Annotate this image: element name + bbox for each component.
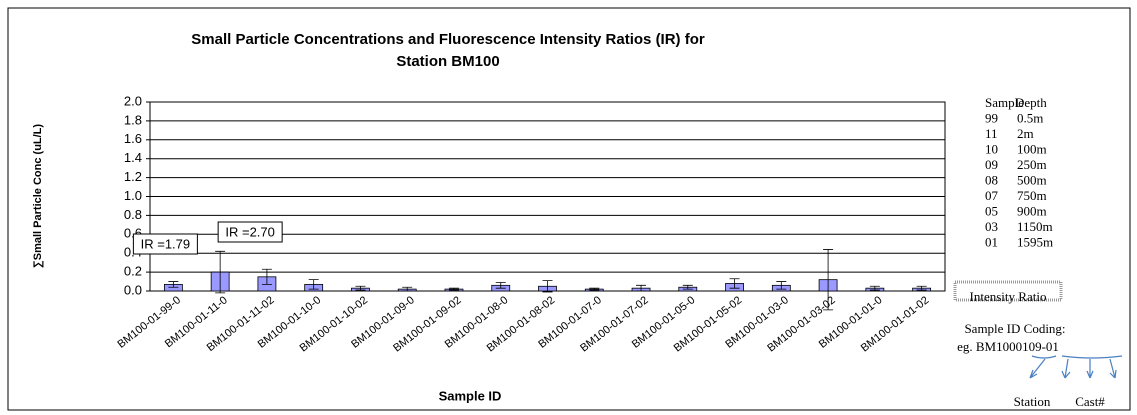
error-bar: [261, 268, 272, 285]
table-cell: 09: [985, 157, 998, 172]
table-cell: 100m: [1017, 141, 1047, 156]
coding-label: Cast#: [1075, 394, 1105, 409]
table-cell: 01: [985, 234, 998, 249]
coding-title: Sample ID Coding:: [964, 321, 1065, 336]
legend-box: [953, 280, 1063, 302]
table-cell: 11: [985, 126, 998, 141]
y-tick-label: 1.4: [124, 150, 142, 165]
coding-label: Station: [1014, 394, 1051, 409]
table-cell: 0.5m: [1017, 110, 1043, 125]
table-cell: 900m: [1017, 203, 1047, 218]
annotation-box: [132, 233, 198, 255]
error-bar: [402, 286, 413, 292]
error-bar: [215, 250, 226, 294]
legend-text: Intensity Ratio: [970, 289, 1047, 304]
error-bar: [916, 285, 927, 291]
table-cell: 1150m: [1017, 219, 1053, 234]
error-bar: [542, 280, 553, 293]
table-cell: 10: [985, 141, 998, 156]
table-header: Sample: [985, 95, 1024, 110]
error-bar: [636, 284, 647, 292]
table-cell: 500m: [1017, 172, 1047, 187]
error-bar: [168, 281, 179, 288]
error-bar: [355, 285, 366, 291]
y-tick-label: 1.6: [124, 131, 142, 146]
chart-title: Small Particle Concentrations and Fluore…: [191, 31, 705, 48]
annotation: IR =1.79: [141, 236, 191, 251]
error-bar: [729, 278, 740, 289]
y-tick-label: 0.8: [124, 207, 142, 222]
table-cell: 1595m: [1017, 234, 1053, 249]
y-axis-label: ∑Small Particle Conc (uL/L): [32, 124, 44, 268]
coding-arrows: [1029, 355, 1123, 379]
chart-border: [7, 7, 1131, 411]
chart-title: Station BM100: [396, 53, 499, 70]
error-bar: [682, 284, 693, 290]
y-tick-label: 1.0: [124, 188, 142, 203]
y-tick-label: 0.0: [124, 282, 142, 297]
error-bar: [448, 287, 459, 291]
error-bar: [495, 282, 506, 289]
table-cell: 250m: [1017, 157, 1047, 172]
error-bar: [589, 287, 600, 291]
table-cell: 03: [985, 219, 998, 234]
table-cell: 05: [985, 203, 998, 218]
table-cell: 750m: [1017, 188, 1047, 203]
annotation-box: [217, 221, 283, 243]
coding-example: eg. BM1000109-01: [957, 339, 1059, 354]
error-bar: [776, 281, 787, 290]
error-bar: [869, 285, 880, 291]
y-tick-label: 1.8: [124, 112, 142, 127]
table-cell: 2m: [1017, 126, 1034, 141]
table-header: Depth: [1015, 95, 1047, 110]
x-axis-label: Sample ID: [439, 388, 502, 403]
y-tick-label: 2.0: [124, 93, 142, 108]
y-tick-label: 1.2: [124, 169, 142, 184]
table-cell: 08: [985, 172, 998, 187]
y-tick-label: 0.2: [124, 264, 142, 279]
error-bar: [823, 249, 834, 311]
error-bar: [308, 279, 319, 290]
table-cell: 99: [985, 110, 998, 125]
table-cell: 07: [985, 188, 999, 203]
annotation: IR =2.70: [225, 224, 275, 239]
